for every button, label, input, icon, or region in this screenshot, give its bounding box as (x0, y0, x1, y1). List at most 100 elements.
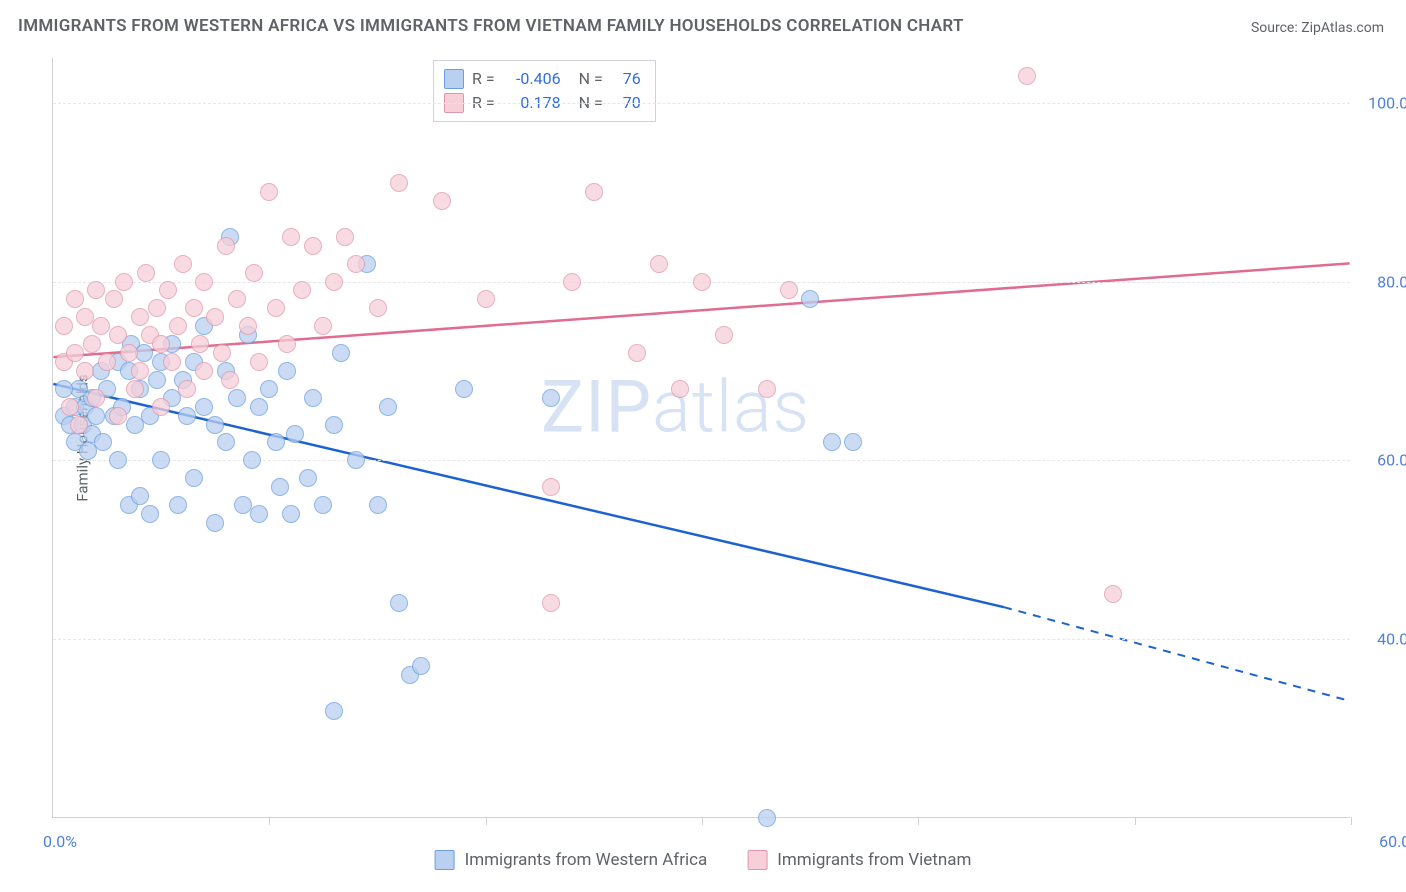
source-label: Source: ZipAtlas.com (1251, 20, 1384, 36)
scatter-point-vietnam (83, 335, 101, 353)
scatter-point-western-africa (823, 433, 841, 451)
n-value: 76 (611, 67, 641, 91)
scatter-point-vietnam (325, 273, 343, 291)
scatter-point-vietnam (563, 273, 581, 291)
scatter-point-vietnam (66, 290, 84, 308)
scatter-point-western-africa (141, 505, 159, 523)
scatter-point-vietnam (282, 228, 300, 246)
scatter-point-vietnam (477, 290, 495, 308)
legend-label: Immigrants from Vietnam (777, 850, 971, 870)
scatter-point-western-africa (314, 496, 332, 514)
scatter-point-western-africa (148, 371, 166, 389)
n-label: N = (579, 67, 603, 91)
scatter-point-vietnam (671, 380, 689, 398)
scatter-point-vietnam (650, 255, 668, 273)
scatter-point-western-africa (325, 416, 343, 434)
scatter-point-western-africa (250, 398, 268, 416)
scatter-point-western-africa (185, 469, 203, 487)
correlation-legend: R =-0.406N =76R =0.178N =70 (433, 60, 656, 122)
scatter-point-western-africa (243, 451, 261, 469)
scatter-point-western-africa (260, 380, 278, 398)
scatter-point-western-africa (390, 594, 408, 612)
scatter-point-vietnam (126, 380, 144, 398)
swatch-vietnam (747, 850, 767, 870)
scatter-point-western-africa (369, 496, 387, 514)
x-tick (269, 817, 270, 825)
scatter-point-vietnam (1018, 67, 1036, 85)
scatter-point-western-africa (195, 398, 213, 416)
x-tick (486, 817, 487, 825)
scatter-point-western-africa (844, 433, 862, 451)
scatter-point-western-africa (379, 398, 397, 416)
scatter-point-western-africa (286, 425, 304, 443)
swatch-western-africa (435, 850, 455, 870)
scatter-point-vietnam (217, 237, 235, 255)
scatter-point-western-africa (282, 505, 300, 523)
scatter-point-western-africa (542, 389, 560, 407)
scatter-point-vietnam (66, 344, 84, 362)
bottom-legend: Immigrants from Western Africa Immigrants… (435, 850, 972, 870)
scatter-point-vietnam (250, 353, 268, 371)
scatter-point-vietnam (87, 281, 105, 299)
scatter-point-vietnam (185, 299, 203, 317)
scatter-point-vietnam (109, 407, 127, 425)
scatter-point-vietnam (628, 344, 646, 362)
scatter-point-vietnam (390, 174, 408, 192)
scatter-point-vietnam (98, 353, 116, 371)
correlation-row-western-africa: R =-0.406N =76 (444, 67, 641, 91)
scatter-point-vietnam (191, 335, 209, 353)
scatter-point-vietnam (195, 362, 213, 380)
scatter-point-vietnam (61, 398, 79, 416)
x-tick (1135, 817, 1136, 825)
scatter-point-vietnam (213, 344, 231, 362)
scatter-point-vietnam (178, 380, 196, 398)
scatter-point-vietnam (758, 380, 776, 398)
scatter-point-vietnam (131, 308, 149, 326)
scatter-point-western-africa (304, 389, 322, 407)
scatter-point-vietnam (148, 299, 166, 317)
x-axis-min-label: 0.0% (43, 832, 77, 851)
scatter-point-vietnam (304, 237, 322, 255)
y-tick-label: 60.0% (1377, 451, 1406, 470)
scatter-point-vietnam (1104, 585, 1122, 603)
scatter-point-vietnam (55, 317, 73, 335)
scatter-point-vietnam (115, 273, 133, 291)
scatter-point-western-africa (267, 433, 285, 451)
scatter-point-western-africa (412, 657, 430, 675)
scatter-point-vietnam (314, 317, 332, 335)
scatter-point-vietnam (542, 594, 560, 612)
scatter-point-western-africa (250, 505, 268, 523)
scatter-point-vietnam (92, 317, 110, 335)
legend-item-vietnam: Immigrants from Vietnam (747, 850, 971, 870)
scatter-point-vietnam (780, 281, 798, 299)
y-tick-label: 80.0% (1377, 272, 1406, 291)
scatter-point-western-africa (228, 389, 246, 407)
scatter-point-vietnam (369, 299, 387, 317)
scatter-point-western-africa (55, 380, 73, 398)
chart-title: IMMIGRANTS FROM WESTERN AFRICA VS IMMIGR… (18, 16, 964, 36)
scatter-point-vietnam (542, 478, 560, 496)
scatter-point-vietnam (174, 255, 192, 273)
scatter-point-vietnam (715, 326, 733, 344)
scatter-point-western-africa (347, 451, 365, 469)
scatter-point-western-africa (332, 344, 350, 362)
scatter-point-vietnam (120, 344, 138, 362)
scatter-point-western-africa (758, 809, 776, 827)
scatter-point-vietnam (131, 362, 149, 380)
scatter-point-vietnam (433, 192, 451, 210)
scatter-point-vietnam (245, 264, 263, 282)
scatter-point-western-africa (299, 469, 317, 487)
scatter-point-vietnam (109, 326, 127, 344)
scatter-point-vietnam (239, 317, 257, 335)
scatter-point-vietnam (152, 335, 170, 353)
scatter-point-vietnam (267, 299, 285, 317)
scatter-point-western-africa (178, 407, 196, 425)
gridline (53, 639, 1350, 640)
scatter-point-vietnam (260, 183, 278, 201)
legend-label: Immigrants from Western Africa (465, 850, 708, 870)
x-axis-max-label: 60.0% (1379, 832, 1406, 851)
scatter-point-western-africa (131, 487, 149, 505)
x-tick (702, 817, 703, 825)
scatter-point-vietnam (76, 362, 94, 380)
scatter-point-vietnam (293, 281, 311, 299)
